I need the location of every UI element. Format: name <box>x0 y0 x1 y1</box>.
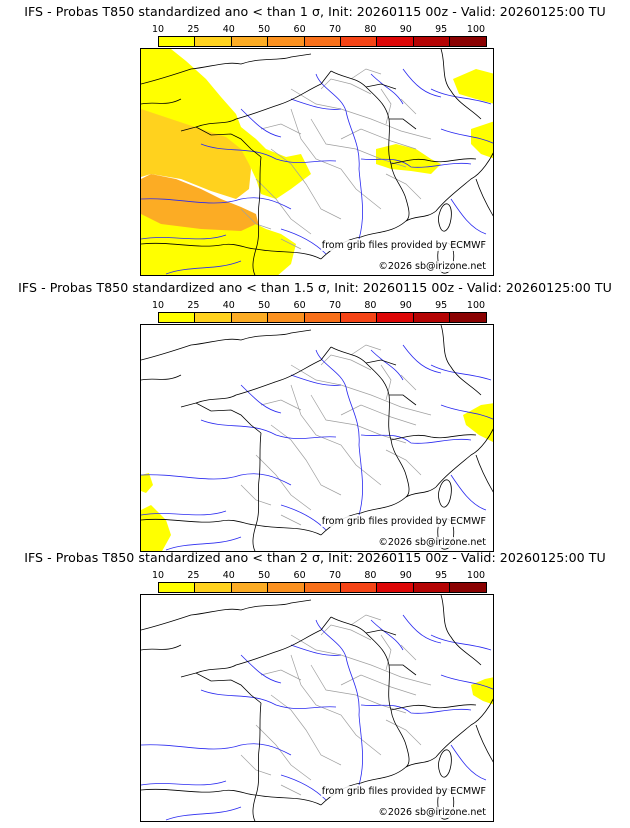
panel-title: IFS - Probas T850 standardized ano < tha… <box>24 4 606 19</box>
prob-area-alps-10 <box>376 144 441 174</box>
prob-area-adriatic-10 <box>471 121 493 159</box>
tick-label: 100 <box>466 24 486 35</box>
tick-label: 100 <box>466 300 486 311</box>
tick-label: 25 <box>187 570 200 581</box>
colorbar <box>158 582 487 593</box>
colorbar-swatch <box>304 36 341 47</box>
colorbar-swatch <box>450 582 487 593</box>
panel-2: IFS - Probas T850 standardized ano < tha… <box>0 276 630 552</box>
map-svg <box>141 49 493 275</box>
source-credit: from grib files provided by ECMWF <box>320 786 487 797</box>
panel-title: IFS - Probas T850 standardized ano < tha… <box>24 550 606 565</box>
panel-3: IFS - Probas T850 standardized ano < tha… <box>0 546 630 822</box>
tick-label: 80 <box>364 24 377 35</box>
colorbar-swatch <box>231 312 269 323</box>
colorbar <box>158 36 487 47</box>
tick-label: 95 <box>435 24 448 35</box>
colorbar-swatch <box>377 312 414 323</box>
prob-area-east-10 <box>471 677 493 705</box>
source-credit: from grib files provided by ECMWF <box>320 516 487 527</box>
colorbar-swatch <box>158 312 196 323</box>
tick-label: 50 <box>258 570 271 581</box>
colorbar-swatch <box>377 582 414 593</box>
tick-label: 60 <box>293 300 306 311</box>
colorbar-swatch <box>231 582 269 593</box>
colorbar-swatch <box>413 312 451 323</box>
prob-area-east-10 <box>463 403 493 442</box>
prob-area-sw-10 <box>141 505 171 551</box>
tick-label: 50 <box>258 300 271 311</box>
prob-area-sw2-10 <box>141 473 153 493</box>
map-svg <box>141 595 493 821</box>
tick-label: 95 <box>435 300 448 311</box>
tick-label: 10 <box>151 300 165 311</box>
colorbar-swatch <box>195 582 232 593</box>
colorbar-swatch <box>158 36 196 47</box>
colorbar-swatch <box>340 312 378 323</box>
tick-label: 100 <box>466 570 486 581</box>
colorbar <box>158 312 487 323</box>
tick-label: 60 <box>293 570 306 581</box>
colorbar-swatch <box>304 582 341 593</box>
colorbar-swatch <box>340 582 378 593</box>
colorbar-swatch <box>413 36 451 47</box>
tick-label: 50 <box>258 24 271 35</box>
tick-label: 10 <box>151 570 165 581</box>
tick-label: 60 <box>293 24 306 35</box>
colorbar-swatch <box>268 582 305 593</box>
colorbar-swatch <box>450 312 487 323</box>
tick-label: 70 <box>328 300 342 311</box>
colorbar-swatch <box>413 582 451 593</box>
tick-label: 40 <box>222 24 235 35</box>
copyright-credit: ©2026 sb@irizone.net <box>377 261 487 272</box>
panel-1: IFS - Probas T850 standardized ano < tha… <box>0 0 630 276</box>
tick-label: 40 <box>222 300 235 311</box>
colorbar-ticks: 10 25 40 50 60 70 80 90 95 100 <box>152 24 485 36</box>
tick-label: 90 <box>399 570 412 581</box>
copyright-credit: ©2026 sb@irizone.net <box>377 537 487 548</box>
map-frame: from grib files provided by ECMWF ©2026 … <box>140 324 494 552</box>
map-frame: from grib files provided by ECMWF ©2026 … <box>140 594 494 822</box>
colorbar-swatch <box>268 36 305 47</box>
colorbar-swatch <box>268 312 305 323</box>
tick-label: 70 <box>328 570 342 581</box>
source-credit: from grib files provided by ECMWF <box>320 240 487 251</box>
colorbar-ticks: 10 25 40 50 60 70 80 90 95 100 <box>152 570 485 582</box>
colorbar-swatch <box>304 312 341 323</box>
tick-label: 40 <box>222 570 235 581</box>
colorbar-ticks: 10 25 40 50 60 70 80 90 95 100 <box>152 300 485 312</box>
colorbar-swatch <box>377 36 414 47</box>
tick-label: 10 <box>151 24 165 35</box>
colorbar-swatch <box>231 36 269 47</box>
copyright-credit: ©2026 sb@irizone.net <box>377 807 487 818</box>
tick-label: 90 <box>399 24 412 35</box>
map-frame: from grib files provided by ECMWF ©2026 … <box>140 48 494 276</box>
colorbar-swatch <box>195 36 232 47</box>
tick-label: 95 <box>435 570 448 581</box>
map-svg <box>141 325 493 551</box>
tick-label: 25 <box>187 300 200 311</box>
colorbar-swatch <box>340 36 378 47</box>
tick-label: 70 <box>328 24 342 35</box>
tick-label: 80 <box>364 570 377 581</box>
prob-area-east-10 <box>453 69 493 104</box>
colorbar-swatch <box>195 312 232 323</box>
colorbar-swatch <box>450 36 487 47</box>
tick-label: 90 <box>399 300 412 311</box>
tick-label: 80 <box>364 300 377 311</box>
prob-area-spain-10 <box>141 214 296 275</box>
tick-label: 25 <box>187 24 200 35</box>
prob-area-west-10 <box>141 49 311 199</box>
colorbar-swatch <box>158 582 196 593</box>
panel-title: IFS - Probas T850 standardized ano < tha… <box>18 280 612 295</box>
